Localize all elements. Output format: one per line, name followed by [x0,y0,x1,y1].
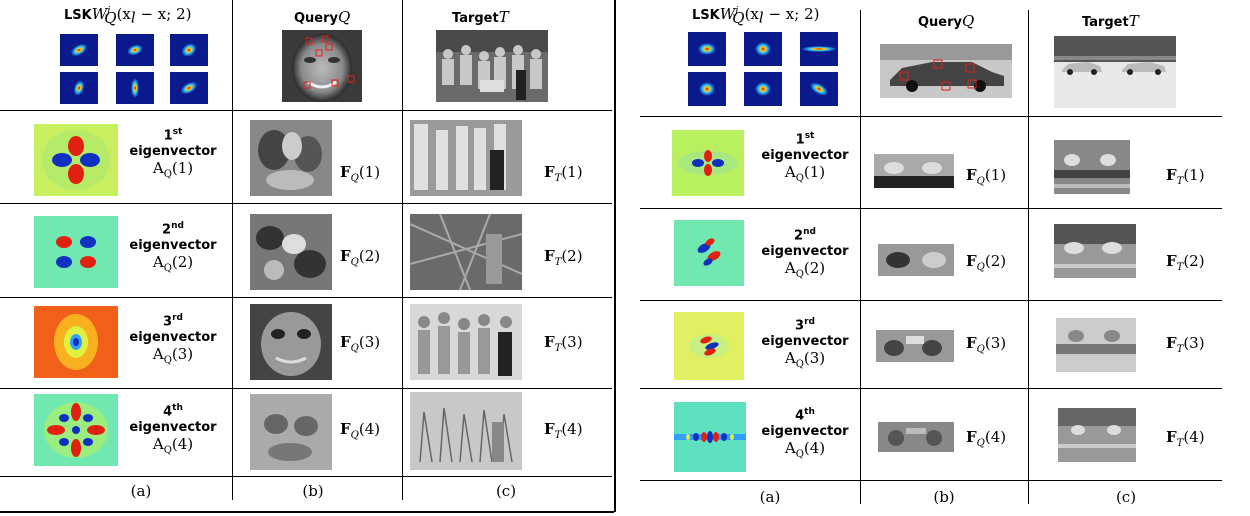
target-feature-map-4 [410,392,522,470]
target-feature-map-3 [410,304,522,380]
target-feature-map-2-2 [1054,224,1136,278]
query-feature-label-4: FQ(4) [340,420,381,441]
query-feature-map-2-2 [878,244,954,276]
query-feature-map-3 [250,304,332,380]
lsk-header-2: LSKWjQ(xl − x; 2) [692,5,820,27]
query-feature-map-2-3 [876,330,954,362]
target-feature-label-2: FT(2) [544,247,583,268]
eigenvector-label-2-2: 2nd eigenvector AQ(2) [761,227,849,281]
caption-a-2: (a) [759,488,781,506]
target-feature-map-2-1 [1054,140,1130,194]
query-feature-label-2-4: FQ(4) [966,428,1007,449]
query-header-2: QueryQ [918,12,975,30]
target-feature-label-1: FT(1) [544,163,583,184]
target-feature-label-2-1: FT(1) [1166,166,1205,187]
lsk-kernel-grid [60,34,208,104]
caption-a: (a) [130,482,152,500]
query-feature-map-2-1 [874,154,954,188]
query-feature-map-2-4 [878,422,954,452]
eigenvector-map-1 [34,124,118,196]
target-header: TargetT [452,8,509,26]
query-face-image [282,30,362,102]
eigenvector-map-2-4 [674,402,746,472]
query-feature-label-2: FQ(2) [340,247,381,268]
eigenvector-label-4: 4th eigenvector AQ(4) [129,403,217,457]
eigenvector-map-2-2 [674,220,744,286]
target-feature-label-2-4: FT(4) [1166,428,1205,449]
caption-c: (c) [495,482,517,500]
eigenvector-label-2-4: 4th eigenvector AQ(4) [761,407,849,461]
query-feature-map-2 [250,214,332,290]
target-street-image [1054,36,1176,108]
query-feature-label-2-1: FQ(1) [966,166,1007,187]
target-group-image [436,30,548,102]
eigenvector-map-3 [34,306,118,378]
eigenvector-map-2-3 [674,312,744,380]
target-feature-map-2 [410,214,522,290]
target-feature-map-2-3 [1056,318,1136,372]
query-feature-label-2-2: FQ(2) [966,252,1007,273]
eigenvector-map-2-1 [672,130,744,196]
target-feature-label-2-3: FT(3) [1166,334,1205,355]
target-feature-map-1 [410,120,522,196]
query-feature-label-3: FQ(3) [340,333,381,354]
caption-b-2: (b) [933,488,955,506]
query-feature-map-4 [250,394,332,470]
eigenvector-map-4 [34,394,118,466]
eigenvector-label-1: 1st eigenvector AQ(1) [129,127,217,181]
eigenvector-map-2 [34,216,118,288]
lsk-header: LSKWjQ(xl − x; 2) [64,5,192,27]
query-header: QueryQ [294,8,351,26]
eigenvector-label-2: 2nd eigenvector AQ(2) [129,221,217,275]
query-car-image [880,44,1012,98]
caption-c-2: (c) [1115,488,1137,506]
target-feature-label-4: FT(4) [544,420,583,441]
target-header-2: TargetT [1082,12,1139,30]
caption-b: (b) [302,482,324,500]
target-feature-label-3: FT(3) [544,333,583,354]
query-feature-label-2-3: FQ(3) [966,334,1007,355]
query-feature-map-1 [250,120,332,196]
target-feature-label-2-2: FT(2) [1166,252,1205,273]
eigenvector-label-2-3: 3rd eigenvector AQ(3) [761,317,849,371]
lsk-kernel-grid-2 [688,32,838,106]
query-feature-label-1: FQ(1) [340,163,381,184]
eigenvector-label-3: 3rd eigenvector AQ(3) [129,313,217,367]
eigenvector-label-2-1: 1st eigenvector AQ(1) [761,131,849,185]
target-feature-map-2-4 [1058,408,1136,462]
